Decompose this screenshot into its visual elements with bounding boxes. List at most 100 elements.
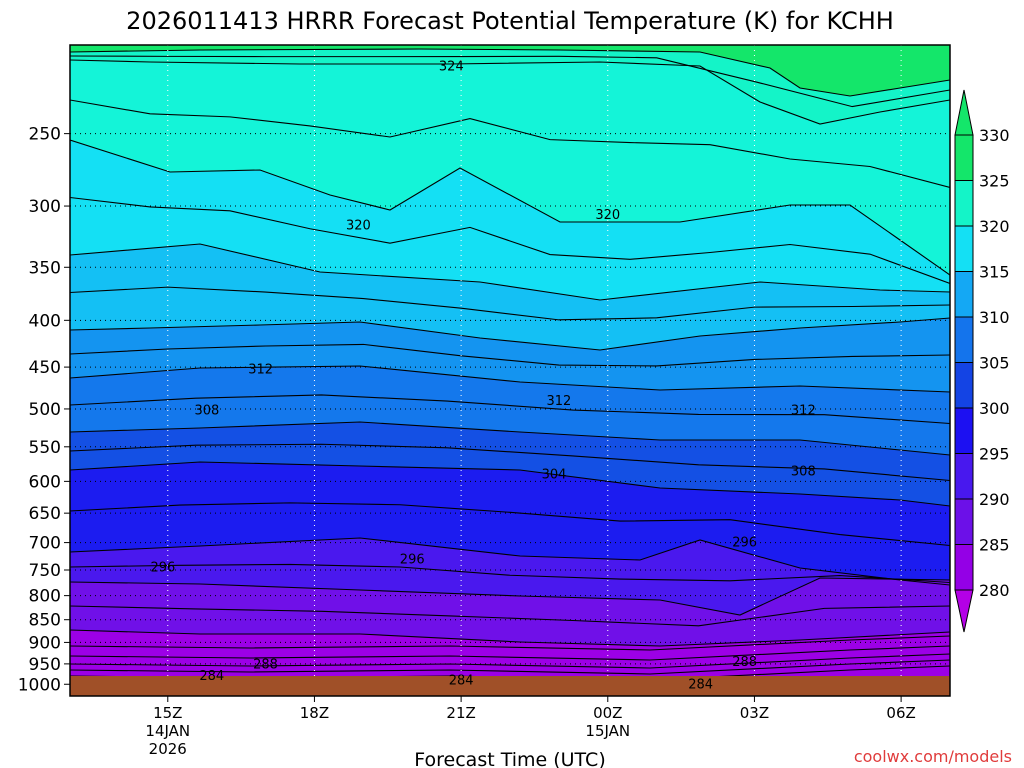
contour-label: 288 xyxy=(253,658,278,673)
contour-label: 304 xyxy=(542,468,567,483)
contour-label: 288 xyxy=(732,655,757,670)
ground-terrain xyxy=(70,676,950,696)
contour-line xyxy=(70,99,950,189)
contour-label: 284 xyxy=(199,669,224,684)
contour-label: 284 xyxy=(688,678,713,693)
y-tick-label: 850 xyxy=(29,611,61,631)
colorbar-tick-label: 285 xyxy=(979,536,1010,555)
chart-title: 2026011413 HRRR Forecast Potential Tempe… xyxy=(126,7,894,35)
colorbar-swatch xyxy=(954,225,974,272)
contour-label: 308 xyxy=(791,464,816,479)
colorbar-tick-label: 305 xyxy=(979,354,1010,373)
contour-line xyxy=(70,502,950,547)
colorbar-tick-label: 325 xyxy=(979,172,1010,191)
contour-line xyxy=(70,48,950,97)
x-tick-label: 21Z xyxy=(446,704,475,722)
y-tick-label: 500 xyxy=(29,400,61,420)
colorbar-swatch xyxy=(954,498,974,545)
colorbar-tick-label: 320 xyxy=(979,217,1010,236)
plot-area: 324 320 320 312 312 312 308 308 304 296 296 296 288 2… xyxy=(70,45,950,696)
theta-band xyxy=(70,244,950,350)
contour-labels: 324 320 320 312 312 312 308 308 304 296 296 296 288 2… xyxy=(150,59,815,692)
contour-line xyxy=(70,563,950,584)
contour-line xyxy=(70,365,950,393)
colorbar-tick-label: 300 xyxy=(979,399,1010,418)
contour-label: 312 xyxy=(248,363,273,378)
theta-band xyxy=(70,462,950,585)
credit-text: coolwx.com/models xyxy=(854,747,1012,766)
theta-band xyxy=(70,45,950,96)
contour-label: 296 xyxy=(400,552,425,567)
x-tick-label: 03Z xyxy=(740,704,769,722)
contour-line xyxy=(70,635,950,651)
colorbar: 280 285 290 295 300 305 310 315 320 325 330 xyxy=(954,89,1010,633)
colorbar-tick-label: 295 xyxy=(979,445,1010,464)
contour-label: 308 xyxy=(194,404,219,419)
contour-line xyxy=(70,59,950,125)
colorbar-swatch xyxy=(954,453,974,500)
x-tick-label: 15Z xyxy=(153,704,182,722)
theta-band xyxy=(70,422,950,506)
colorbar-tick-label: 330 xyxy=(979,126,1010,145)
contour-label: 296 xyxy=(732,536,757,551)
contour-line xyxy=(70,343,950,367)
contour-line xyxy=(70,645,950,661)
contour-label: 320 xyxy=(346,218,371,233)
colorbar-tick-label: 280 xyxy=(979,581,1010,600)
plot-frame xyxy=(69,44,951,697)
colorbar-tick-label: 290 xyxy=(979,490,1010,509)
colorbar-extend-min xyxy=(954,589,974,633)
y-axis: 2503003504004505005506006507007508008509… xyxy=(18,125,70,695)
colorbar-swatch xyxy=(954,180,974,227)
y-tick-label: 950 xyxy=(29,655,61,675)
theta-band xyxy=(70,60,950,275)
contour-label: 320 xyxy=(595,208,620,223)
contour-line xyxy=(70,196,950,285)
contour-line xyxy=(70,461,950,507)
contour-line xyxy=(70,577,950,616)
contour-label: 284 xyxy=(449,673,474,688)
contour-label: 312 xyxy=(791,404,816,419)
y-tick-label: 350 xyxy=(29,258,61,278)
y-tick-label: 300 xyxy=(29,197,61,217)
contour-line xyxy=(70,243,950,301)
contour-line xyxy=(70,286,950,321)
y-tick-label: 750 xyxy=(29,561,61,581)
contour-line xyxy=(70,139,950,276)
contour-line xyxy=(70,659,950,675)
contour-line xyxy=(70,421,950,456)
y-tick-label: 550 xyxy=(29,438,61,458)
y-tick-label: 900 xyxy=(29,633,61,653)
x-tick-date-label: 14JAN xyxy=(145,722,190,740)
contour-line xyxy=(70,394,950,425)
contour-label: 324 xyxy=(439,59,464,74)
contour-line xyxy=(70,605,950,627)
theta-band xyxy=(70,140,950,300)
y-tick-label: 400 xyxy=(29,311,61,331)
y-tick-label: 650 xyxy=(29,504,61,524)
theta-band xyxy=(70,49,950,124)
colorbar-swatch xyxy=(954,271,974,318)
y-tick-label: 600 xyxy=(29,472,61,492)
theta-band xyxy=(70,318,950,392)
contour-line xyxy=(70,653,950,669)
y-tick-label: 250 xyxy=(29,125,61,145)
contour-line xyxy=(70,317,950,351)
theta-band xyxy=(70,578,950,646)
x-tick-label: 00Z xyxy=(593,704,622,722)
y-tick-label: 800 xyxy=(29,587,61,607)
colorbar-extend-max xyxy=(954,89,974,136)
x-tick-label: 06Z xyxy=(886,704,915,722)
colorbar-tick-label: 315 xyxy=(979,263,1010,282)
colorbar-swatch xyxy=(954,362,974,409)
contour-line xyxy=(70,55,950,108)
colorbar-swatch xyxy=(954,544,974,591)
theta-fill-bands xyxy=(70,45,950,696)
y-tick-label: 1000 xyxy=(18,675,61,695)
y-tick-label: 450 xyxy=(29,358,61,378)
colorbar-swatch xyxy=(954,316,974,363)
colorbar-swatch xyxy=(954,407,974,454)
colorbar-tick-label: 310 xyxy=(979,308,1010,327)
